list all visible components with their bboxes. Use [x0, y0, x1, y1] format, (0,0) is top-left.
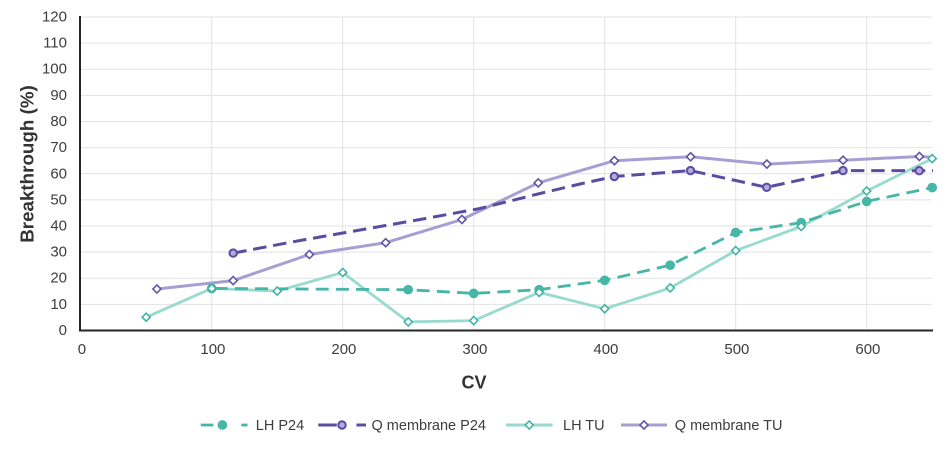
svg-text:100: 100	[42, 61, 67, 78]
svg-text:100: 100	[200, 341, 225, 358]
svg-text:10: 10	[50, 296, 67, 313]
svg-text:80: 80	[50, 113, 67, 130]
svg-text:400: 400	[593, 341, 618, 358]
svg-text:Q membrane P24: Q membrane P24	[372, 418, 486, 434]
svg-text:60: 60	[50, 165, 67, 182]
svg-text:70: 70	[50, 139, 67, 156]
svg-text:20: 20	[50, 270, 67, 287]
svg-text:30: 30	[50, 244, 67, 261]
svg-text:200: 200	[331, 341, 356, 358]
svg-text:110: 110	[43, 35, 67, 52]
svg-text:40: 40	[50, 218, 67, 235]
svg-text:600: 600	[855, 341, 880, 358]
svg-text:500: 500	[724, 341, 749, 358]
svg-text:50: 50	[50, 191, 67, 208]
svg-text:300: 300	[462, 341, 487, 358]
svg-text:CV: CV	[461, 373, 486, 393]
svg-text:LH P24: LH P24	[256, 418, 304, 434]
svg-text:Q membrane TU: Q membrane TU	[675, 418, 783, 434]
svg-text:120: 120	[42, 9, 67, 26]
svg-text:0: 0	[78, 341, 86, 358]
svg-text:90: 90	[50, 87, 67, 104]
svg-text:LH TU: LH TU	[563, 418, 605, 434]
svg-text:0: 0	[59, 322, 67, 339]
svg-text:Breakthrough (%): Breakthrough (%)	[17, 85, 38, 243]
